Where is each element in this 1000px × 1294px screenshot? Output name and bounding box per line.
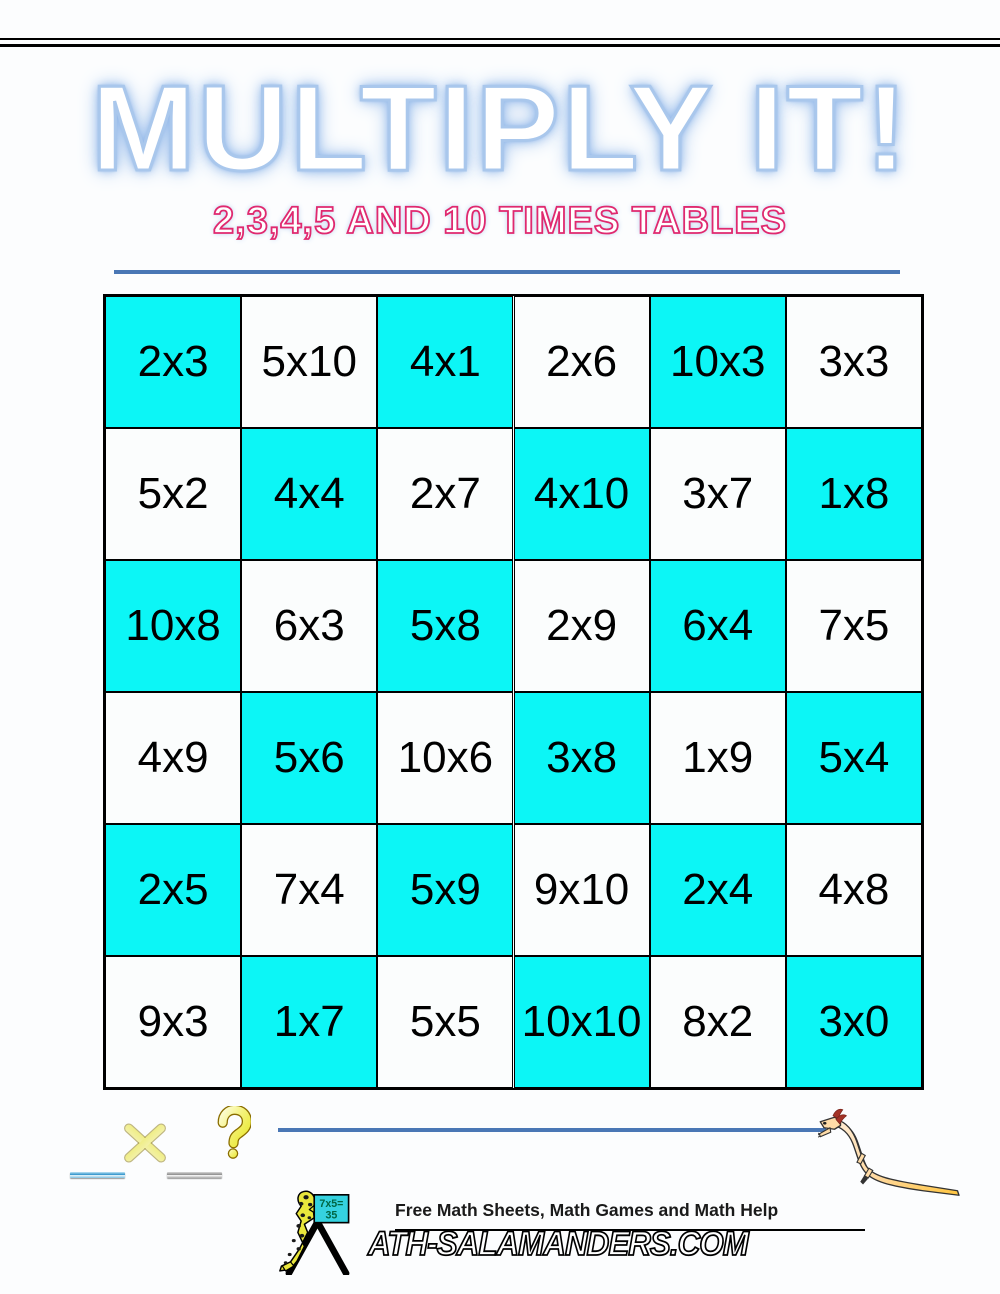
svg-text:7x5=: 7x5= xyxy=(319,1198,343,1210)
svg-text:35: 35 xyxy=(325,1210,337,1222)
